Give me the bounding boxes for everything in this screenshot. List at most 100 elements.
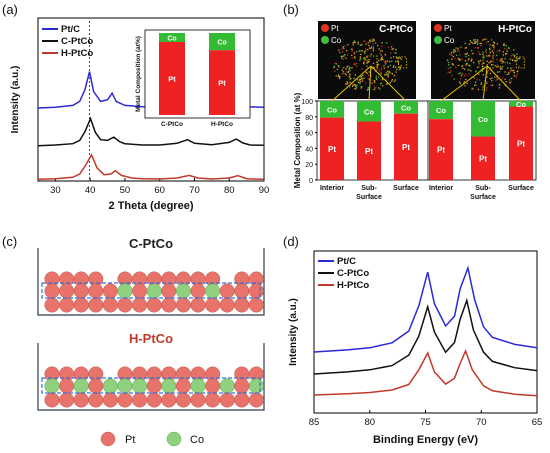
element-map-pixel: [506, 48, 508, 50]
element-map-pixel: [466, 52, 468, 54]
element-map-pixel: [450, 52, 453, 54]
element-map-pixel: [354, 88, 356, 90]
element-map-pixel: [364, 40, 366, 42]
element-map-pixel: [480, 82, 483, 84]
element-map-pixel: [361, 76, 363, 78]
element-map-pixel: [461, 65, 463, 67]
atom-co: [44, 378, 60, 394]
element-map-pixel: [496, 71, 499, 73]
element-map-pixel: [390, 52, 392, 54]
element-map-pixel: [471, 53, 473, 55]
element-map-pixel: [351, 57, 353, 59]
element-map-pixel: [501, 77, 504, 79]
element-map-pixel: [451, 58, 453, 60]
element-map-pixel: [450, 53, 452, 56]
element-map-pixel: [475, 41, 477, 43]
element-map-pixel: [449, 71, 451, 74]
element-map-pixel: [353, 40, 355, 42]
atom-pt: [59, 283, 75, 299]
category-label-b: Interior: [320, 185, 344, 192]
element-map-pixel: [335, 63, 337, 65]
element-map-pixel: [466, 82, 468, 85]
x-tick-label-d: 85: [309, 417, 320, 428]
element-map-pixel: [458, 50, 460, 52]
map-legend-dot-co: [434, 36, 442, 44]
element-map-pixel: [337, 75, 339, 77]
element-map-pixel: [479, 79, 481, 81]
element-map-pixel: [379, 52, 381, 55]
element-map-pixel: [386, 82, 388, 85]
inset-y-label-a: Metal Composition (at%): [135, 36, 142, 112]
element-map-pixel: [475, 81, 477, 83]
element-map-pixel: [359, 56, 361, 58]
element-map-pixel: [476, 42, 478, 44]
element-map-pixel: [372, 38, 374, 40]
x-tick-label-a: 90: [259, 185, 270, 196]
element-map-pixel: [357, 41, 359, 43]
element-map-pixel: [375, 87, 377, 89]
element-map-pixel: [386, 83, 388, 85]
element-map-pixel: [464, 47, 466, 49]
element-map-pixel: [341, 51, 343, 53]
element-map-pixel: [372, 43, 374, 45]
element-map-pixel: [447, 61, 450, 64]
element-map-pixel: [488, 54, 490, 57]
atom-pt: [102, 283, 118, 299]
element-map-pixel: [478, 62, 480, 64]
schematic-frame: [37, 248, 265, 316]
element-map-pixel: [508, 71, 510, 73]
element-map-pixel: [392, 56, 395, 58]
element-map-pixel: [345, 57, 347, 59]
element-map-pixel: [348, 75, 350, 78]
map-to-bar-arrow: [370, 65, 407, 102]
element-map-pixel: [482, 39, 484, 41]
element-map-pixel: [462, 67, 464, 69]
element-map-pixel: [371, 40, 374, 42]
element-map-pixel: [485, 51, 487, 53]
element-map-pixel: [463, 75, 466, 77]
map-legend-label-pt: Pt: [444, 24, 452, 33]
atom-pt: [175, 297, 191, 313]
element-map-pixel: [496, 78, 499, 80]
element-map-pixel: [363, 59, 365, 62]
element-map-pixel: [504, 71, 506, 73]
element-map-pixel: [395, 56, 397, 58]
element-map-pixel: [486, 71, 488, 73]
element-map-pixel: [506, 73, 508, 76]
inset-bar-label-co: Co: [167, 36, 176, 43]
element-map-pixel: [385, 73, 387, 76]
map-selection-box: [515, 56, 525, 69]
element-map-pixel: [343, 55, 345, 57]
inset-category-label: C-PtCo: [161, 121, 183, 128]
atom-pt: [190, 297, 206, 313]
schematic-title: C-PtCo: [129, 236, 173, 251]
element-map-pixel: [503, 43, 505, 46]
element-map-pixel: [386, 74, 388, 76]
series-line-d-ptc: [313, 265, 538, 353]
element-map-pixel: [356, 87, 358, 89]
element-map-pixel: [479, 42, 481, 44]
element-map-pixel: [371, 82, 373, 84]
element-map-pixel: [381, 79, 384, 81]
map-selection-box: [482, 55, 494, 69]
element-map-pixel: [342, 55, 344, 57]
bar-pt-b: [394, 113, 418, 180]
element-map-pixel: [510, 55, 512, 57]
element-map-pixel: [468, 73, 470, 75]
element-map-pixel: [378, 76, 380, 78]
element-map-pixel: [375, 77, 377, 79]
element-map-pixel: [352, 85, 354, 87]
element-map-pixel: [501, 62, 503, 64]
element-map-pixel: [479, 53, 481, 55]
element-map-pixel: [515, 75, 517, 77]
element-map-pixel: [449, 70, 452, 72]
element-map-pixel: [470, 41, 472, 43]
element-map-pixel: [363, 51, 365, 53]
element-map-pixel: [396, 68, 398, 71]
element-map-pixel: [512, 70, 514, 72]
category-label-b: Interior: [429, 185, 453, 192]
bar-co-b: [394, 101, 418, 114]
element-map-pixel: [360, 80, 362, 82]
element-map-pixel: [459, 81, 461, 83]
